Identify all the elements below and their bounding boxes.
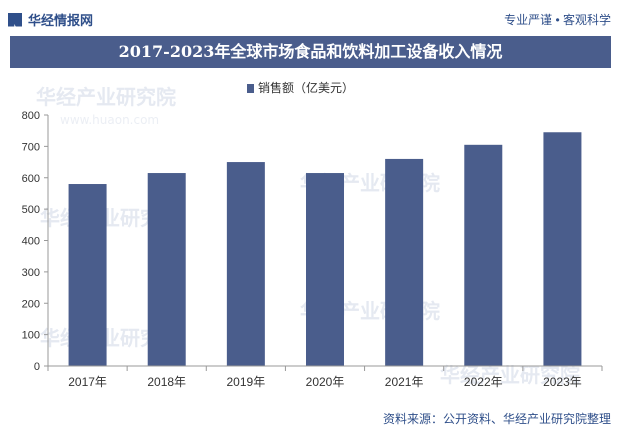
y-tick-label: 400	[22, 236, 40, 248]
legend-label: 销售额（亿美元）	[258, 80, 354, 95]
x-tick-label: 2018年	[147, 375, 186, 389]
bar-2022年	[464, 144, 503, 366]
watermark: 华经产业研究院	[440, 363, 580, 387]
x-tick-label: 2021年	[385, 375, 424, 389]
y-tick-label: 100	[22, 330, 40, 342]
header: 华经情报网 专业严谨 • 客观科学	[0, 0, 621, 36]
x-tick-label: 2023年	[543, 375, 582, 389]
legend-swatch	[247, 84, 254, 93]
bar-2021年	[385, 158, 424, 366]
legend: 销售额（亿美元）	[247, 80, 354, 95]
x-tick-label: 2022年	[464, 375, 503, 389]
x-tick-label: 2020年	[306, 375, 345, 389]
y-tick-label: 200	[22, 298, 40, 310]
bar-2018年	[147, 173, 186, 366]
x-tick-label: 2019年	[227, 375, 266, 389]
y-tick-label: 800	[22, 110, 40, 122]
y-tick-label: 0	[34, 361, 40, 373]
bar-2019年	[226, 162, 265, 366]
logo-icon	[8, 12, 22, 27]
x-axis: 2017年 2018年 2019年 2020年 2021年 2022年 2023年	[47, 365, 603, 389]
chart-title: 2017-2023年全球市场食品和饮料加工设备收入情况	[10, 36, 611, 68]
source-note: 资料来源：公开资料、华经产业研究院整理	[382, 412, 611, 426]
x-tick-label: 2017年	[68, 375, 107, 389]
y-axis: 0 100 200 300 400 500 600 700 800	[22, 110, 49, 373]
bar-2017年	[68, 184, 107, 366]
y-tick-label: 300	[22, 267, 40, 279]
bars	[68, 132, 582, 366]
bar-2020年	[306, 173, 344, 366]
bar-2023年	[543, 132, 582, 366]
watermark: www.huaon.com	[60, 113, 159, 127]
y-tick-label: 500	[22, 204, 40, 216]
tagline: 专业严谨 • 客观科学	[504, 13, 611, 27]
logo-text: 华经情报网	[28, 13, 94, 28]
y-tick-label: 600	[22, 173, 40, 185]
y-tick-label: 700	[22, 141, 40, 153]
logo: 华经情报网	[8, 10, 93, 29]
watermark: 华经产业研究院	[36, 85, 176, 109]
